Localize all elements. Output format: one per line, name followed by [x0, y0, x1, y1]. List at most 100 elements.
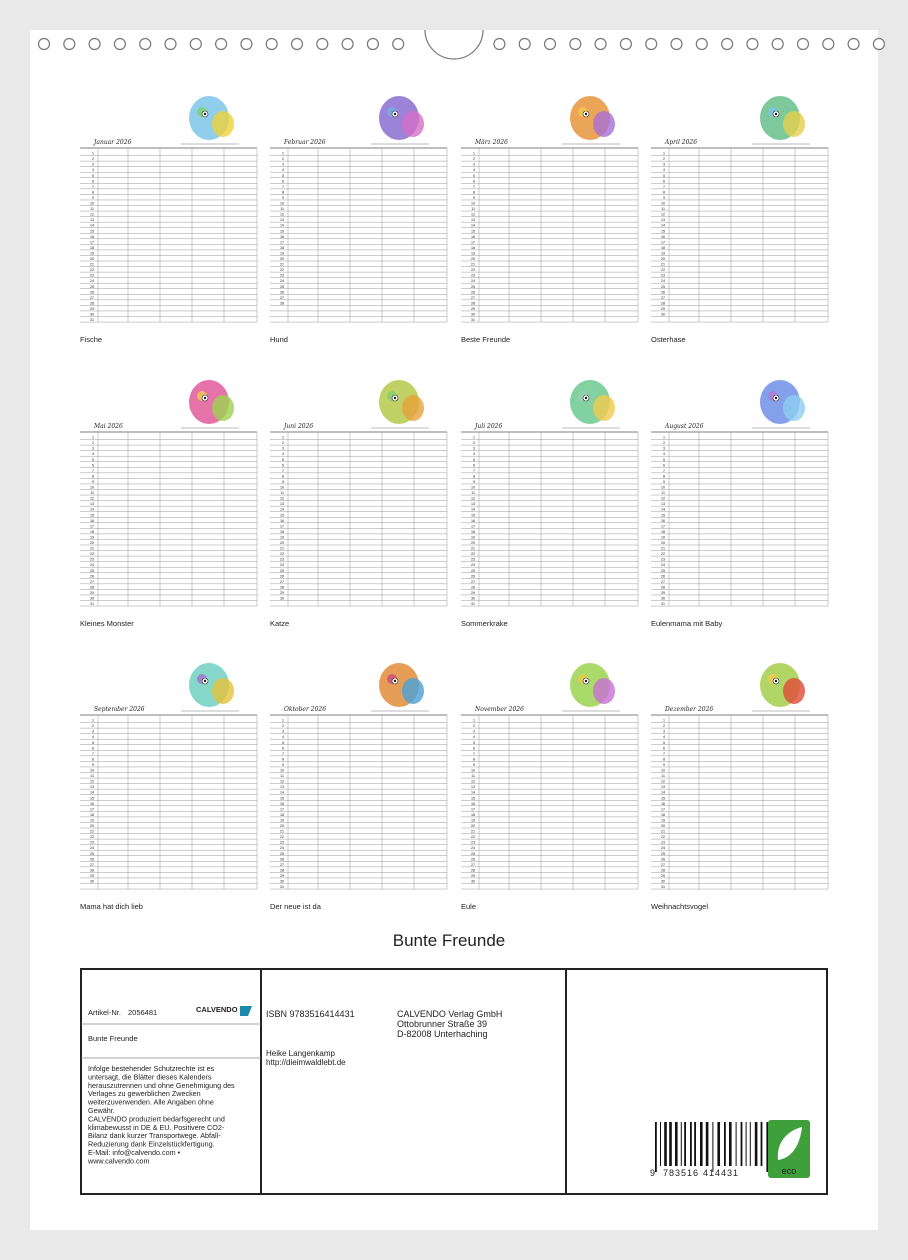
day-number: 4 [663, 168, 665, 172]
day-number: 11 [90, 491, 94, 495]
day-number: 10 [280, 769, 284, 773]
barcode-digit: 414431 [703, 1168, 739, 1178]
day-number: 31 [661, 885, 665, 889]
barcode-bar [655, 1122, 657, 1172]
day-number: 19 [90, 251, 94, 255]
illustration [593, 678, 615, 704]
day-number: 8 [92, 757, 94, 761]
day-number: 28 [280, 301, 284, 305]
day-number: 22 [661, 552, 665, 556]
day-number: 19 [661, 818, 665, 822]
day-number: 1 [473, 719, 475, 723]
day-number: 8 [92, 190, 94, 194]
day-number: 10 [661, 486, 665, 490]
ring [847, 37, 860, 51]
day-number: 23 [280, 558, 284, 562]
day-number: 29 [661, 591, 665, 595]
day-number: 1 [282, 436, 284, 440]
day-number: 22 [90, 268, 94, 272]
barcode-bar [664, 1122, 667, 1166]
day-number: 11 [280, 774, 284, 778]
day-number: 16 [280, 802, 284, 806]
day-number: 9 [473, 196, 475, 200]
day-number: 7 [92, 469, 94, 473]
day-number: 18 [90, 813, 94, 817]
day-number: 2 [473, 441, 475, 445]
day-number: 16 [90, 802, 94, 806]
day-number: 1 [282, 152, 284, 156]
ring [594, 37, 607, 51]
day-number: 27 [661, 296, 665, 300]
illustration-eye [393, 112, 397, 116]
day-number: 5 [473, 174, 475, 178]
day-number: 1 [92, 436, 94, 440]
month-caption: Kleines Monster [80, 619, 134, 628]
ring [619, 37, 633, 51]
day-number: 24 [90, 846, 94, 850]
day-number: 19 [661, 251, 665, 255]
day-number: 11 [90, 207, 94, 211]
barcode-bar [724, 1122, 726, 1166]
day-number: 28 [471, 585, 475, 589]
day-number: 14 [661, 791, 665, 795]
day-number: 23 [280, 841, 284, 845]
barcode-bar [675, 1122, 678, 1166]
day-number: 21 [280, 547, 284, 551]
day-number: 28 [280, 868, 284, 872]
day-number: 24 [90, 563, 94, 567]
day-number: 27 [471, 296, 475, 300]
day-number: 12 [90, 780, 94, 784]
day-number: 25 [471, 285, 475, 289]
day-number: 21 [471, 547, 475, 551]
product-title: Bunte Freunde [88, 1034, 138, 1043]
day-number: 6 [663, 463, 665, 467]
month-caption: Hund [270, 335, 288, 344]
notice-line: klimabewusst in DE & EU. Positivere CO2- [88, 1123, 225, 1132]
barcode-bar [669, 1122, 672, 1166]
ring [88, 37, 101, 51]
day-number: 27 [661, 863, 665, 867]
day-number: 19 [471, 251, 475, 255]
barcode-bar [684, 1122, 686, 1166]
day-number: 24 [280, 846, 284, 850]
illustration [212, 678, 234, 704]
day-number: 10 [661, 769, 665, 773]
barcode-bar [754, 1122, 758, 1166]
day-number: 15 [280, 229, 284, 233]
day-number: 3 [663, 163, 665, 167]
day-number: 5 [663, 174, 665, 178]
day-number: 20 [471, 257, 475, 261]
day-number: 5 [282, 741, 284, 745]
day-number: 11 [90, 774, 94, 778]
day-number: 23 [90, 841, 94, 845]
day-number: 27 [471, 580, 475, 584]
month-caption: Beste Freunde [461, 335, 510, 344]
day-number: 1 [92, 719, 94, 723]
notice-line: Infolge bestehender Schutzrechte ist es [88, 1064, 215, 1073]
day-number: 5 [92, 741, 94, 745]
day-number: 11 [661, 207, 665, 211]
day-number: 25 [280, 285, 284, 289]
day-number: 27 [280, 863, 284, 867]
day-number: 28 [471, 301, 475, 305]
day-number: 28 [661, 585, 665, 589]
day-number: 9 [92, 196, 94, 200]
day-number: 19 [280, 251, 284, 255]
ring [518, 37, 531, 51]
day-number: 25 [471, 852, 475, 856]
ring [796, 37, 810, 51]
day-number: 26 [661, 290, 665, 294]
day-number: 1 [663, 436, 665, 440]
day-number: 14 [280, 224, 284, 228]
day-number: 23 [661, 841, 665, 845]
illustration [783, 395, 805, 421]
month-header: August 2026 [664, 423, 704, 430]
day-number: 4 [92, 168, 94, 172]
day-number: 28 [471, 868, 475, 872]
day-number: 9 [663, 480, 665, 484]
day-number: 5 [92, 174, 94, 178]
day-number: 18 [90, 246, 94, 250]
day-number: 6 [473, 746, 475, 750]
day-number: 22 [471, 835, 475, 839]
